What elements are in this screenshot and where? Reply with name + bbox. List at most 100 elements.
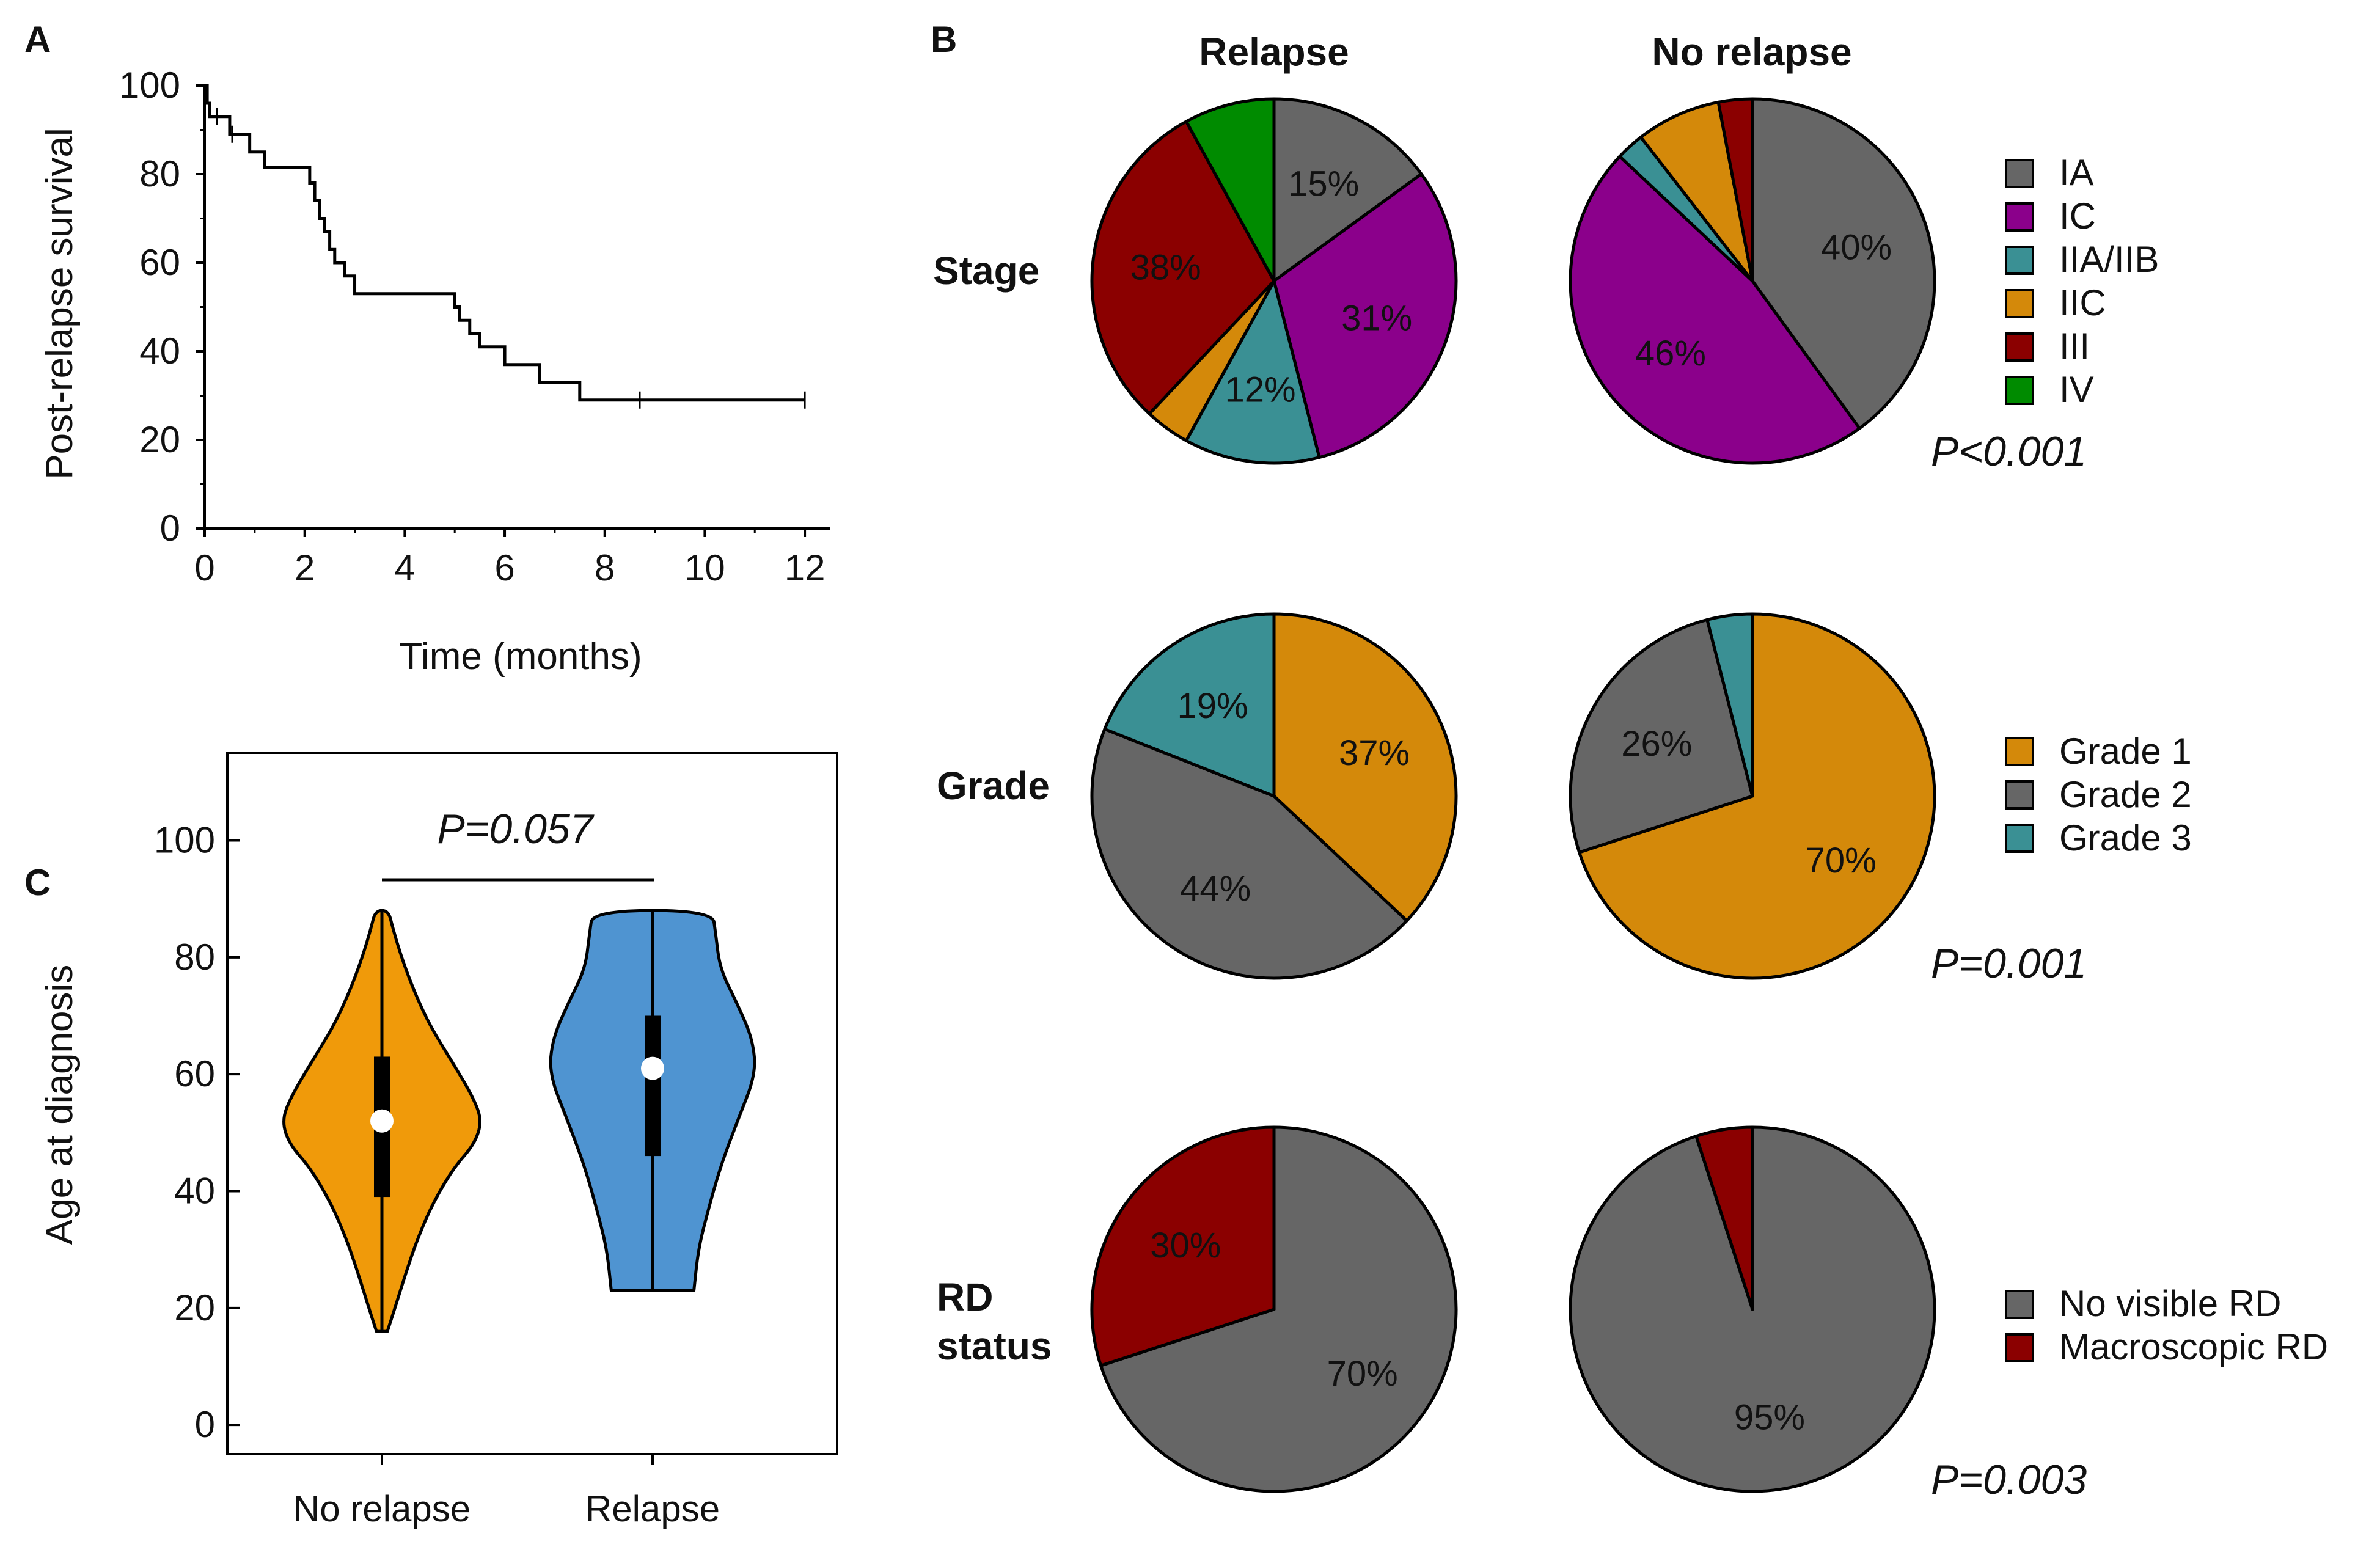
pie-slice-label: 37% <box>1339 733 1410 773</box>
violin-y-tick-label: 80 <box>174 937 215 978</box>
pie-slice-label: 38% <box>1130 248 1201 288</box>
km-x-tick-label: 0 <box>194 547 214 588</box>
km-x-tick-label: 2 <box>295 547 315 588</box>
km-x-tick-label: 12 <box>785 547 826 588</box>
pie-slice-label: 19% <box>1177 686 1248 726</box>
col-header-no-relapse: No relapse <box>1652 30 1851 74</box>
km-y-tick-label: 80 <box>139 153 180 194</box>
legend-swatch-macroscopic-rd <box>2005 1333 2034 1362</box>
legend-swatch-iv <box>2005 376 2034 405</box>
pie-slice <box>1578 612 1936 980</box>
km-x-tick-label: 6 <box>494 547 514 588</box>
violin-median-dot <box>370 1109 394 1133</box>
pie-slice-label: 46% <box>1635 334 1706 373</box>
pie-slice <box>1090 1125 1276 1367</box>
km-y-tick-label: 40 <box>139 331 180 371</box>
pie-slice <box>1090 727 1408 980</box>
violin-x-tick-label: Relapse <box>585 1488 720 1529</box>
km-curve <box>205 84 806 409</box>
violin-relapse <box>549 909 756 1292</box>
pie-slice-label: 12% <box>1225 370 1296 409</box>
violin-y-tick-label: 40 <box>174 1171 215 1212</box>
pie-grade-no-relapse: 70% 26% <box>1569 612 1936 980</box>
violin-y-tick-label: 100 <box>154 820 215 861</box>
violin-y-tick-label: 20 <box>174 1287 215 1328</box>
panel-b-pie-charts: B Relapse No relapse Stage Grade RD stat… <box>931 19 2328 1503</box>
p-value-stage: P<0.001 <box>1931 428 2087 475</box>
violin-frame <box>226 752 838 1455</box>
pie-slice <box>1099 1125 1458 1493</box>
legend-label-grade-2: Grade 2 <box>2059 774 2192 815</box>
pie-slice <box>1272 612 1458 923</box>
km-x-axis-title: Time (months) <box>399 635 642 678</box>
row-label-stage: Stage <box>933 249 1039 293</box>
violin-y-tick-label: 60 <box>174 1053 215 1094</box>
pie-rd-status-no-relapse: 95% <box>1569 1125 1936 1493</box>
legend-label-macroscopic-rd: Macroscopic RD <box>2059 1326 2328 1367</box>
pie-slice <box>1716 97 1754 283</box>
p-value-violin: P=0.057 <box>437 806 594 852</box>
pie-slice <box>1272 97 1423 283</box>
pie-slice-label: 44% <box>1180 869 1251 909</box>
legend-label-iia-iib: IIA/IIB <box>2059 239 2159 280</box>
legend-swatch-iii <box>2005 332 2034 362</box>
legend-stage: IA IC IIA/IIB IIC III IV <box>2005 152 2159 410</box>
panel-b-letter: B <box>931 19 957 60</box>
violin-y-tick-label: 0 <box>195 1404 215 1445</box>
row-label-rd-line1: RD <box>937 1275 993 1319</box>
pie-slice-label: 30% <box>1150 1226 1221 1265</box>
legend-label-ic: IC <box>2059 196 2096 236</box>
legend-swatch-ic <box>2005 202 2034 232</box>
legend-swatch-no-visible-rd <box>2005 1290 2034 1319</box>
legend-swatch-ia <box>2005 159 2034 188</box>
pie-slice-label: 26% <box>1621 724 1692 764</box>
violins <box>282 909 756 1333</box>
pie-slice <box>1751 97 1936 430</box>
pie-stage-relapse: 15% 31% 12% 38% <box>1090 97 1458 465</box>
pie-slice <box>1184 279 1321 465</box>
legend-swatch-iic <box>2005 289 2034 318</box>
pie-slice-label: 70% <box>1327 1354 1398 1394</box>
p-value-grade: P=0.001 <box>1931 940 2087 987</box>
km-y-tick-label: 0 <box>160 508 180 549</box>
pie-slice <box>1639 100 1754 283</box>
km-x-tick-label: 10 <box>684 547 725 588</box>
legend-label-iii: III <box>2059 326 2090 367</box>
legend-swatch-grade-1 <box>2005 737 2034 766</box>
row-label-grade: Grade <box>937 764 1050 808</box>
pie-slice <box>1090 120 1276 415</box>
pie-rd-status-relapse: 70% 30% <box>1090 1125 1458 1493</box>
pie-slice-label: 15% <box>1288 164 1359 204</box>
pie-grade-relapse: 37% 44% 19% <box>1090 612 1458 980</box>
legend-grade: Grade 1 Grade 2 Grade 3 <box>2005 731 2192 858</box>
panel-c-letter: C <box>24 862 51 903</box>
pie-slice <box>1184 97 1276 283</box>
legend-label-ia: IA <box>2059 152 2094 193</box>
violin-ticks: 0 20 40 60 80 100 No relapse Relapse <box>154 820 720 1530</box>
legend-label-grade-1: Grade 1 <box>2059 731 2192 772</box>
violin-median-dot <box>641 1056 664 1080</box>
row-label-rd-line2: status <box>937 1324 1052 1368</box>
km-axes <box>203 86 830 530</box>
pie-stage-no-relapse: 40% 46% <box>1569 97 1936 465</box>
pie-slice <box>1569 618 1754 854</box>
pie-slice <box>1569 155 1861 465</box>
km-y-tick-label: 60 <box>139 242 180 283</box>
p-value-rd: P=0.003 <box>1931 1457 2087 1503</box>
pie-slice <box>1272 172 1458 459</box>
km-y-axis-title: Post-relapse survival <box>38 128 81 479</box>
pie-slice <box>1103 612 1276 798</box>
legend-swatch-grade-3 <box>2005 824 2034 853</box>
pie-slice-label: 95% <box>1734 1398 1805 1438</box>
legend-swatch-iia-iib <box>2005 246 2034 275</box>
pie-grid: 15% 31% 12% 38% 40% 46% 37% 44% 19% 70% 26% 70% 30% 9… <box>1090 97 1936 1493</box>
legend-label-iv: IV <box>2059 369 2094 410</box>
violin-no-relapse <box>282 909 481 1333</box>
pie-slice <box>1694 1125 1754 1311</box>
col-header-relapse: Relapse <box>1199 30 1349 74</box>
km-y-tick-label: 20 <box>139 419 180 460</box>
panel-a-letter: A <box>24 19 51 60</box>
km-survival-line <box>205 84 805 402</box>
